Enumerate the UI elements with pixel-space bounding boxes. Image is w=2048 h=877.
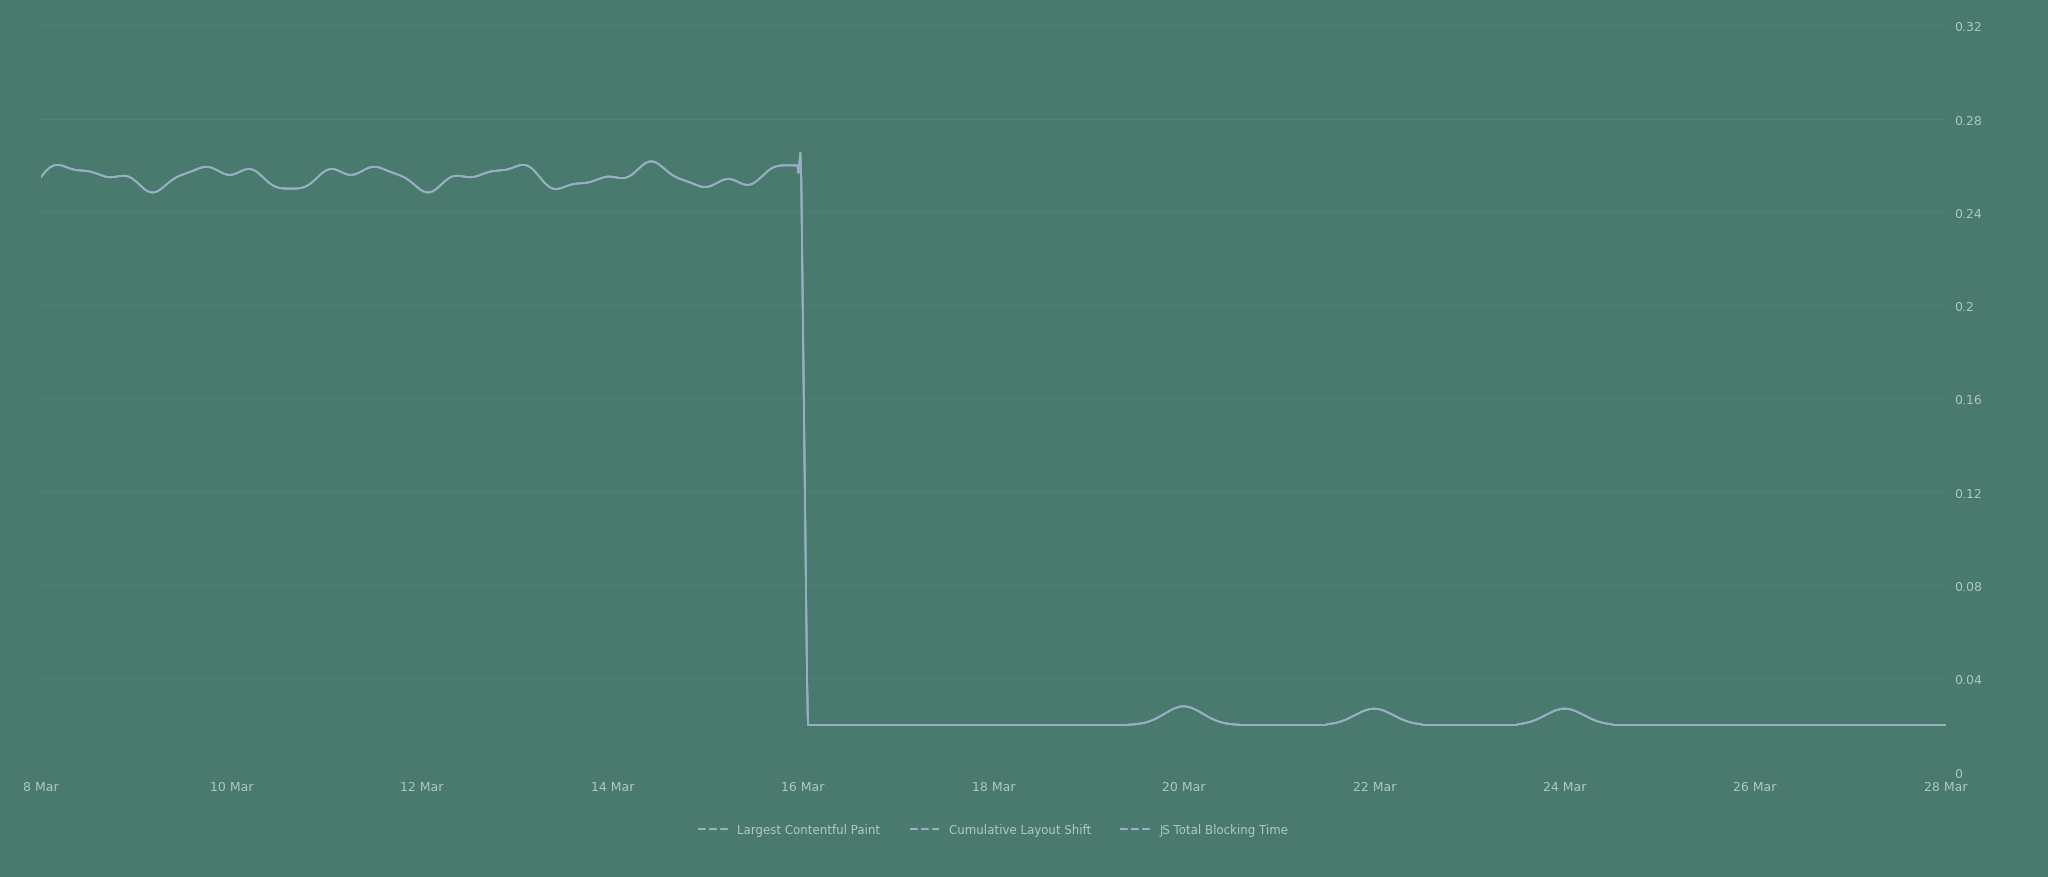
Legend: Largest Contentful Paint, Cumulative Layout Shift, JS Total Blocking Time: Largest Contentful Paint, Cumulative Lay… <box>694 818 1292 840</box>
